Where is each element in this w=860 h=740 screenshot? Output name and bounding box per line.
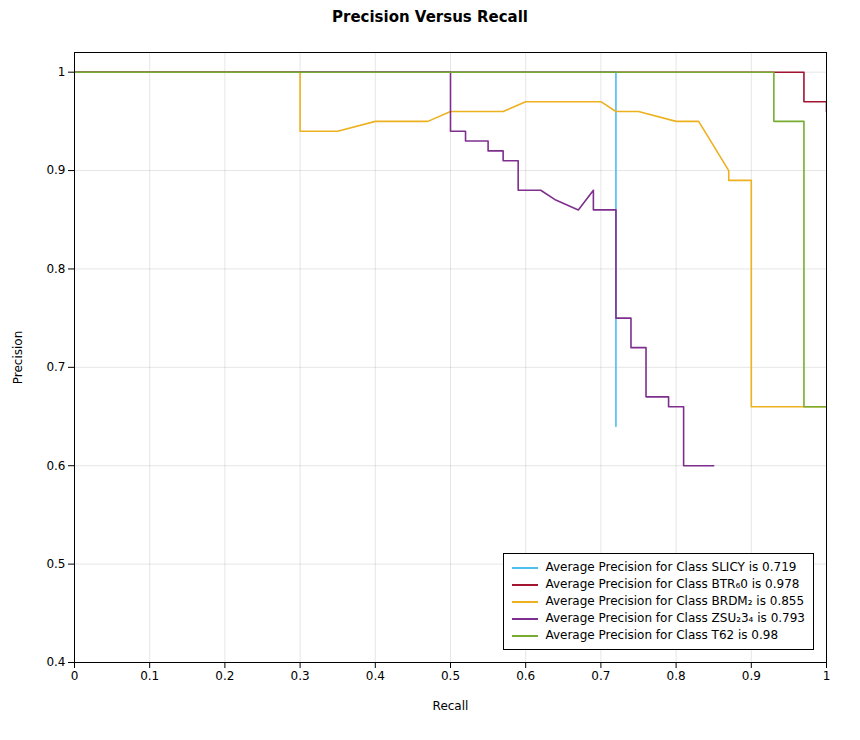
html-text:Precision Versus Recall: Precision Versus Recall	[332, 8, 528, 26]
svg-text:0: 0	[71, 669, 79, 683]
html-text:Average Precision for Class BR: Average Precision for Class BRDM₂ is 0.8…	[545, 594, 805, 608]
svg-text:1: 1	[823, 669, 831, 683]
svg-text:0.7: 0.7	[591, 669, 610, 683]
svg-text:0.9: 0.9	[742, 669, 761, 683]
svg-text:0.7: 0.7	[46, 360, 65, 374]
svg-text:0.5: 0.5	[441, 669, 460, 683]
svg-text:0.4: 0.4	[366, 669, 385, 683]
html-text:Average Precision for Class BT: Average Precision for Class BTR₆0 is 0.9…	[545, 577, 800, 591]
svg-text:1: 1	[58, 65, 66, 79]
svg-text:0.6: 0.6	[46, 459, 65, 473]
svg-text:0.4: 0.4	[46, 655, 65, 669]
svg-text:0.3: 0.3	[291, 669, 310, 683]
svg-text:0.8: 0.8	[667, 669, 686, 683]
svg-text:0.5: 0.5	[46, 557, 65, 571]
svg-text:0.2: 0.2	[215, 669, 234, 683]
html-text:Average Precision for Class ZS: Average Precision for Class ZSU₂3₄ is 0.…	[545, 611, 805, 625]
html-text:Average Precision for Class SL: Average Precision for Class SLICY is 0.7…	[545, 560, 797, 574]
html-text:Average Precision for Class T6: Average Precision for Class T62 is 0.98	[545, 628, 779, 642]
svg-text:0.6: 0.6	[516, 669, 535, 683]
svg-text:Precision: Precision	[11, 331, 25, 385]
svg-text:0.8: 0.8	[46, 262, 65, 276]
svg-text:Recall: Recall	[433, 699, 469, 713]
svg-text:0.9: 0.9	[46, 163, 65, 177]
svg-text:0.1: 0.1	[140, 669, 159, 683]
